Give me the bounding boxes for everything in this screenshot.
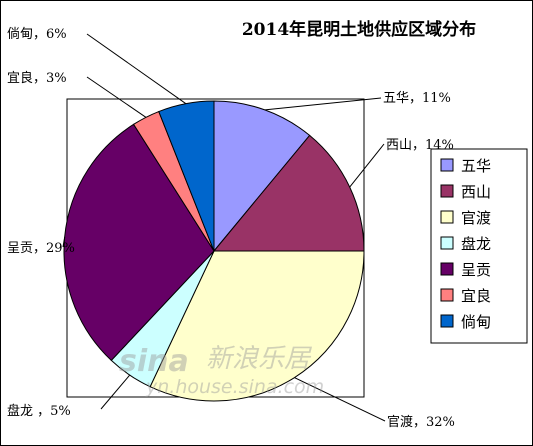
data-label-5: 呈贡，29% (7, 241, 75, 256)
legend-label-7: 倘甸 (461, 313, 491, 331)
legend-swatch-1 (440, 158, 454, 172)
legend-label-6: 宜良 (461, 287, 491, 305)
pie-slice-5 (63, 123, 215, 362)
chart-title: 2014年昆明土地供应区域分布 (242, 19, 476, 40)
data-label-3: 官渡，32% (387, 414, 455, 430)
watermark-url: yn.house.sina.com (145, 376, 324, 398)
leader-lines (62, 33, 386, 422)
watermark-brand: sina (119, 344, 189, 379)
leader-line-4 (100, 374, 131, 410)
watermark-text: 新浪乐居 (206, 344, 313, 374)
legend-label-1: 五华 (461, 157, 491, 175)
legend-swatch-7 (440, 314, 454, 328)
legend-swatch-3 (440, 210, 454, 224)
legend-swatch-5 (440, 262, 454, 276)
data-label-1: 五华，11% (383, 91, 451, 106)
legend-swatch-6 (440, 288, 454, 302)
data-label-6: 宜良，3% (7, 70, 67, 86)
watermark: sina 新浪乐居 yn.house.sina.com (119, 344, 324, 398)
leader-line-6 (86, 76, 147, 118)
leader-line-2 (349, 143, 385, 188)
pie-slice-1 (213, 100, 311, 253)
data-labels: 五华，11%西山，14%官渡，32%盘龙 ，5%呈贡，29%宜良，3%倘甸，6% (7, 27, 455, 430)
legend-label-2: 西山 (461, 183, 491, 201)
legend-swatch-2 (440, 184, 454, 198)
pie-slice-2 (212, 134, 365, 252)
data-label-4: 盘龙 ，5% (7, 403, 71, 419)
leader-line-5 (62, 236, 66, 248)
leader-line-3 (294, 377, 386, 422)
legend-label-3: 官渡 (461, 209, 491, 227)
leader-line-1 (264, 97, 382, 111)
legend-label-5: 呈贡 (461, 261, 491, 279)
legend-label-4: 盘龙 (461, 235, 491, 253)
pie-slice-3 (149, 250, 365, 402)
leader-line-7 (86, 33, 187, 105)
data-label-7: 倘甸，6% (7, 27, 67, 42)
legend-swatch-4 (440, 236, 454, 250)
pie-slices (63, 100, 365, 402)
